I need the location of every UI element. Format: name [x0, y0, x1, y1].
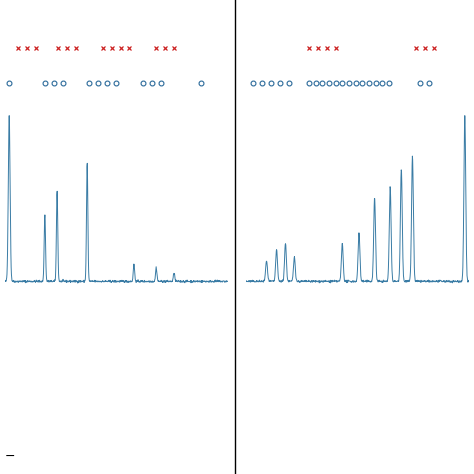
Text: −: − [5, 450, 15, 463]
